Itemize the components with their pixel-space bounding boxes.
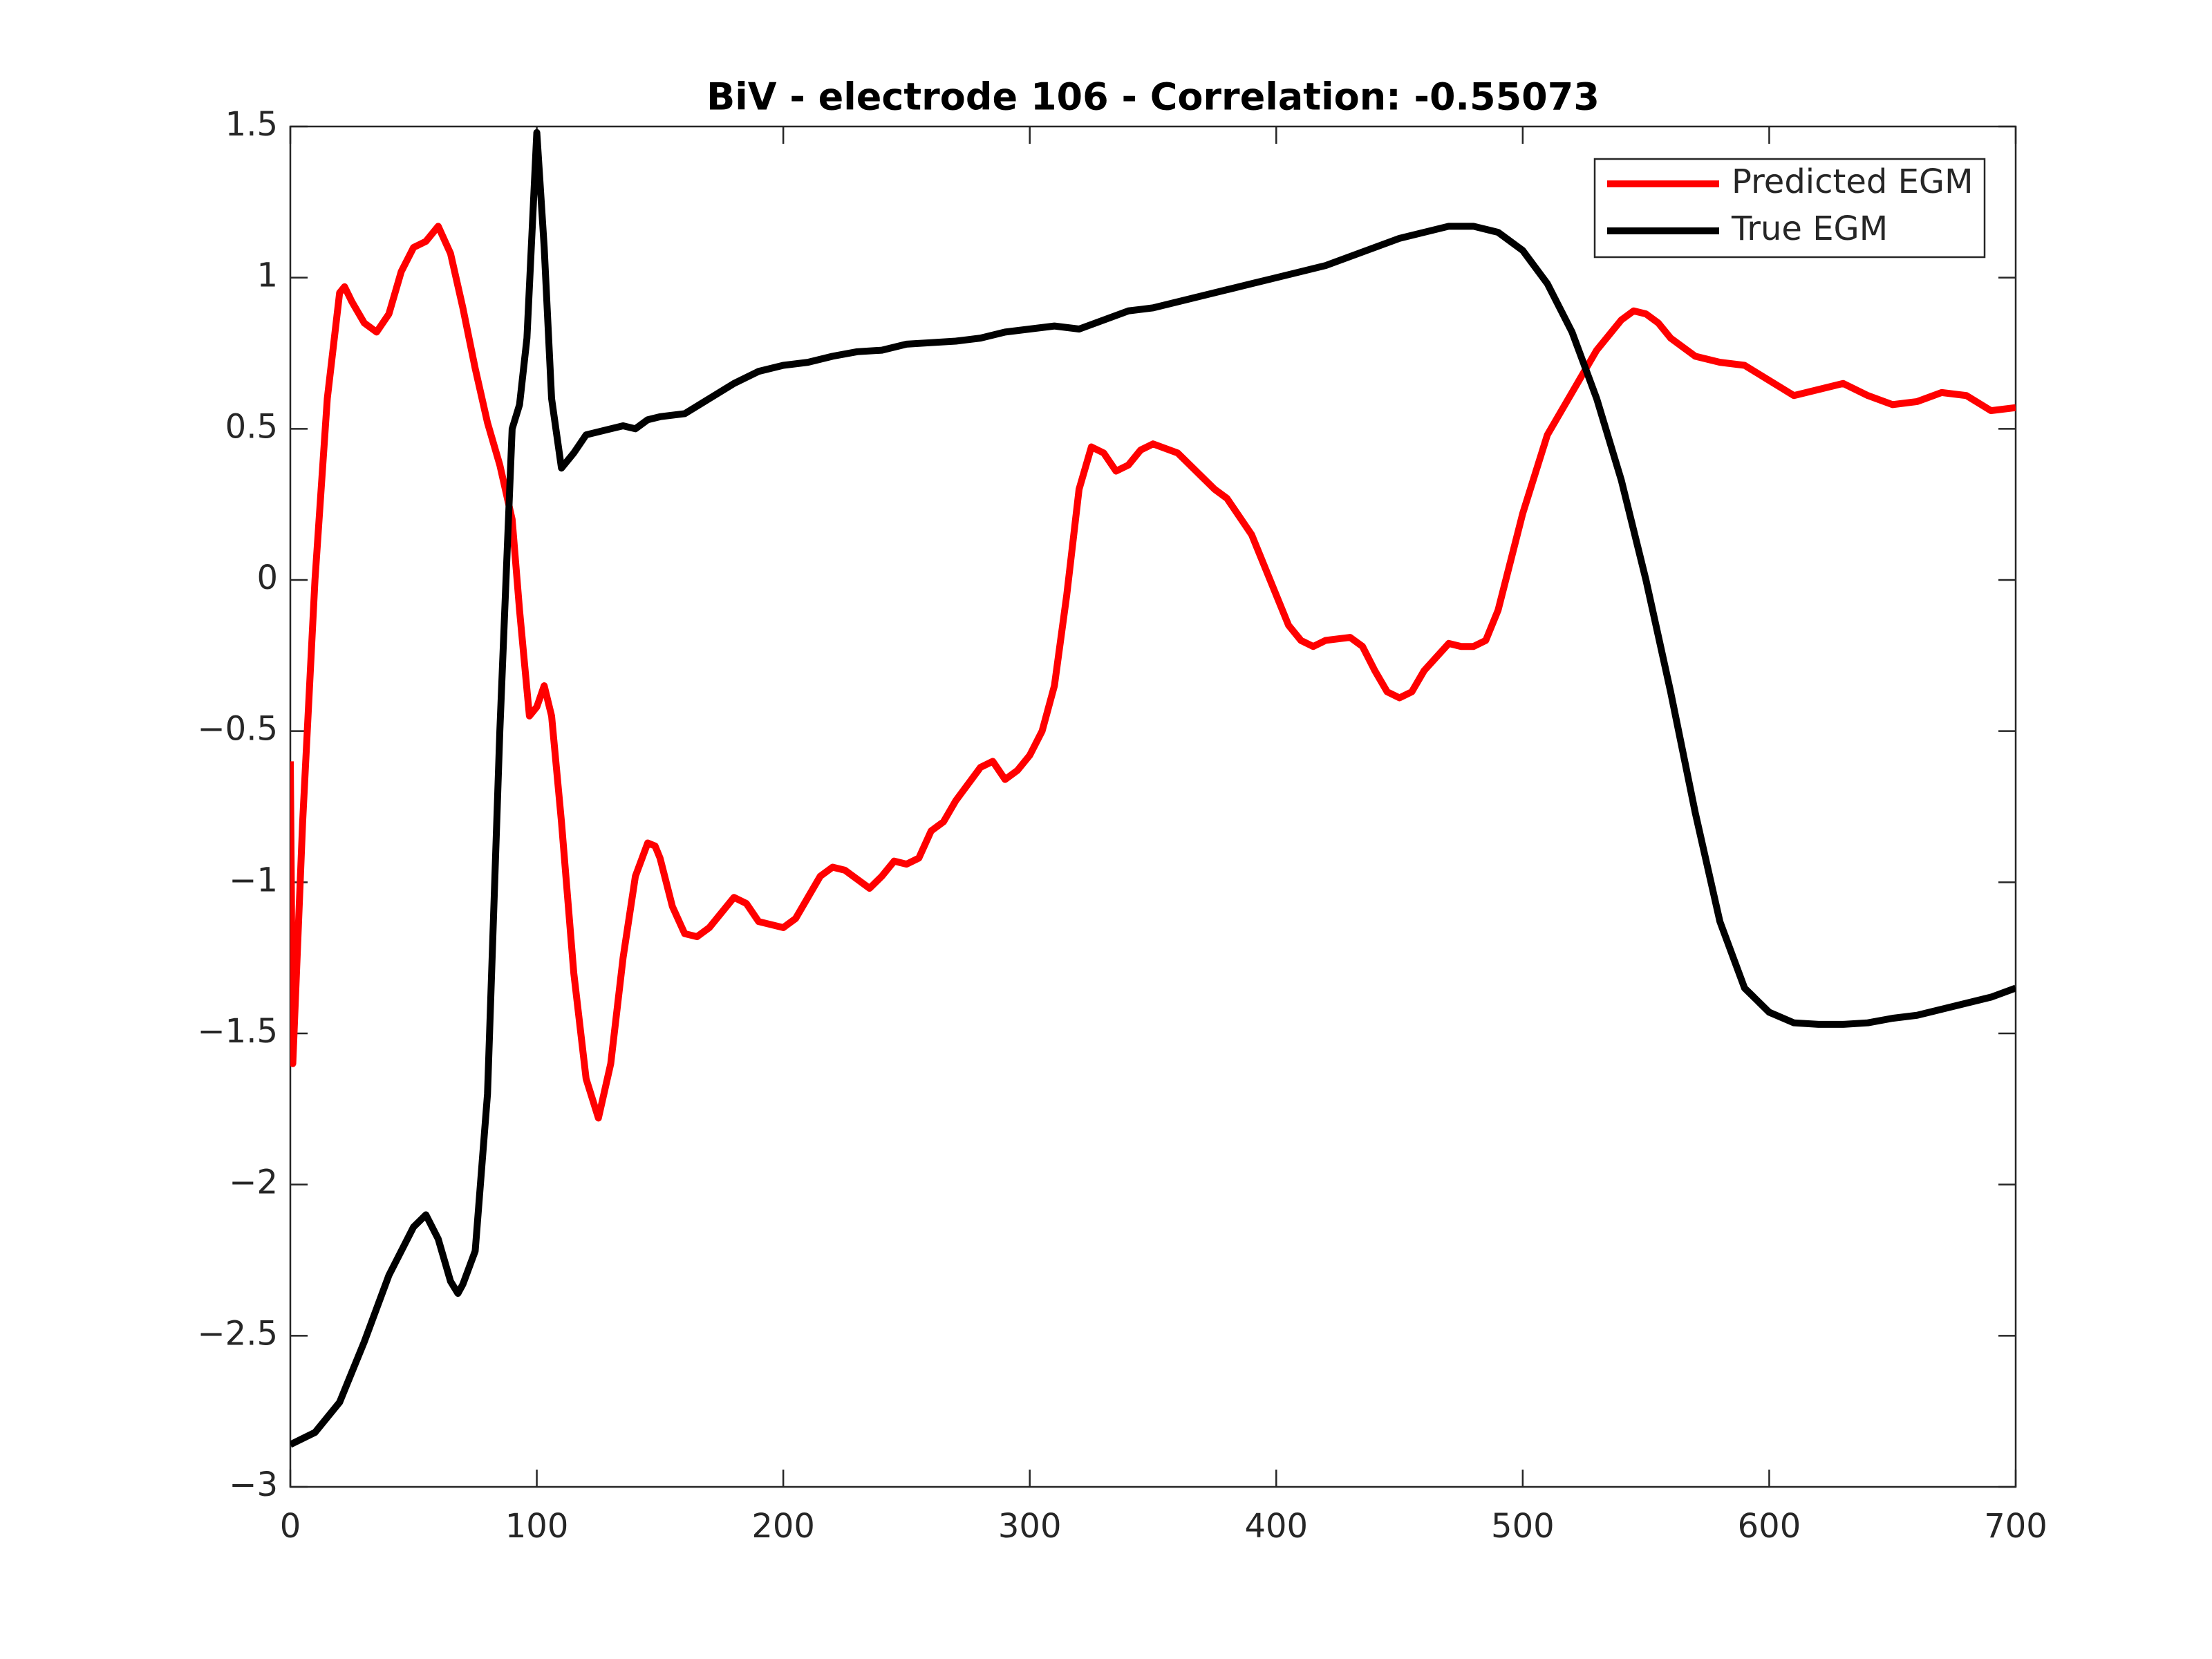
- legend-label: Predicted EGM: [1732, 162, 1974, 201]
- y-tick-label: 0: [256, 559, 278, 597]
- y-tick-label: −2.5: [197, 1314, 278, 1353]
- x-tick-label: 300: [998, 1507, 1062, 1546]
- y-tick-label: −3: [229, 1465, 278, 1504]
- legend-box: [1593, 158, 1986, 259]
- y-tick-label: −1: [229, 861, 278, 899]
- y-tick-label: −1.5: [197, 1012, 278, 1051]
- y-tick-label: −0.5: [197, 710, 278, 749]
- y-tick-label: 1.5: [225, 105, 278, 144]
- chart-title: BiV - electrode 106 - Correlation: -0.55…: [706, 75, 1600, 119]
- y-tick-label: −2: [229, 1163, 278, 1202]
- y-tick-label: 1: [256, 256, 278, 295]
- plot-area: [289, 125, 2017, 1488]
- legend-label: True EGM: [1731, 209, 1888, 248]
- x-tick-label: 0: [280, 1507, 301, 1546]
- x-tick-label: 500: [1491, 1507, 1555, 1546]
- x-tick-label: 400: [1244, 1507, 1308, 1546]
- series-line: [290, 129, 2016, 1448]
- x-tick-label: 200: [751, 1507, 815, 1546]
- x-tick-label: 100: [505, 1507, 569, 1546]
- y-tick-label: 0.5: [225, 407, 278, 446]
- x-tick-label: 700: [1984, 1507, 2047, 1546]
- x-tick-label: 600: [1738, 1507, 1801, 1546]
